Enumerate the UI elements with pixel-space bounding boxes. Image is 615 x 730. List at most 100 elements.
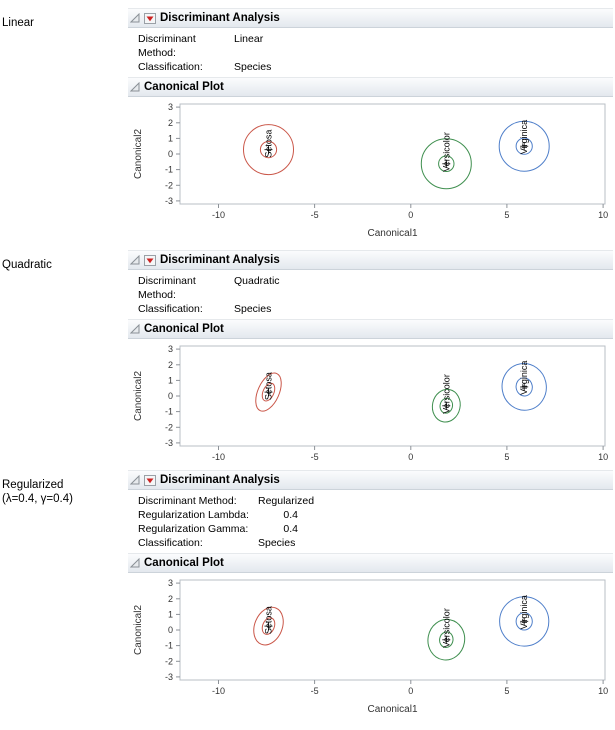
group-mean-plus-marker xyxy=(264,622,273,631)
row-value: Species xyxy=(234,61,272,73)
panel-side-label: Quadratic xyxy=(2,258,124,272)
red-triangle-menu-icon[interactable] xyxy=(144,12,156,24)
disclosure-triangle-icon[interactable] xyxy=(130,255,140,265)
x-tick-label: 0 xyxy=(408,686,413,696)
plot-frame xyxy=(179,579,606,681)
summary-row: Classification: Species xyxy=(138,536,613,550)
panel-side-label-line: Regularized xyxy=(2,479,64,491)
row-label: Discriminant Method: xyxy=(138,495,237,507)
panel-side-label: Linear xyxy=(2,16,124,30)
group-inner-ellipse xyxy=(439,397,454,414)
summary-rows: Discriminant Method: Regularized Regulariz… xyxy=(128,490,613,553)
row-value: Quadratic xyxy=(234,275,280,287)
disclosure-triangle-icon[interactable] xyxy=(130,475,140,485)
x-tick-label: 0 xyxy=(408,452,413,462)
x-tick-label: -10 xyxy=(212,210,225,220)
x-axis-title: Canonical1 xyxy=(367,228,417,239)
y-tick-label: -2 xyxy=(165,180,173,190)
outline-header[interactable]: Discriminant Analysis xyxy=(128,470,613,490)
disclosure-triangle-icon[interactable] xyxy=(130,558,140,568)
group-inner-ellipse xyxy=(515,377,533,397)
group-inner-ellipse xyxy=(515,137,533,155)
row-label: Discriminant Method: xyxy=(138,275,196,301)
x-tick-label: 10 xyxy=(598,210,608,220)
plot-outline-header[interactable]: Canonical Plot xyxy=(128,77,613,97)
canonical-plot-svg[interactable]: -10-505103210-1-2-3Canonical1Canonical2S… xyxy=(128,342,612,483)
group-inner-ellipse xyxy=(261,382,276,402)
panel-side-label-line: (λ=0.4, γ=0.4) xyxy=(2,493,73,506)
group-outer-ellipse xyxy=(243,124,294,176)
y-axis-title: Canonical2 xyxy=(133,371,144,421)
group-outer-ellipse xyxy=(253,606,284,646)
x-tick-label: 5 xyxy=(504,452,509,462)
summary-row: Classification: Species xyxy=(138,302,613,316)
y-tick-label: 0 xyxy=(168,149,173,159)
group-outer-ellipse xyxy=(499,596,550,647)
panel-side-label-line: Linear xyxy=(2,17,34,29)
disclosure-triangle-icon[interactable] xyxy=(130,82,140,92)
summary-rows: Discriminant Method: Linear Classification… xyxy=(128,28,613,77)
y-tick-label: 2 xyxy=(168,594,173,604)
plot-outline-header[interactable]: Canonical Plot xyxy=(128,319,613,339)
x-tick-label: -10 xyxy=(212,686,225,696)
plot-outline-header[interactable]: Canonical Plot xyxy=(128,553,613,573)
group-inner-ellipse xyxy=(438,155,455,173)
group-label: Virginica xyxy=(519,595,529,629)
group-inner-ellipse xyxy=(515,612,533,631)
group-outer-ellipse xyxy=(255,372,282,412)
disclosure-triangle-icon[interactable] xyxy=(130,324,140,334)
group-mean-plus-marker xyxy=(264,145,273,154)
summary-row: Regularization Gamma: 0.4 xyxy=(138,522,613,536)
outline-box: Discriminant Analysis Discriminant Metho… xyxy=(128,470,613,722)
summary-row: Regularization Lambda: 0.4 xyxy=(138,508,613,522)
y-tick-label: 2 xyxy=(168,360,173,370)
plot-frame xyxy=(179,103,606,205)
group-mean-plus-marker xyxy=(520,617,529,626)
y-tick-label: -3 xyxy=(165,672,173,682)
y-tick-label: 1 xyxy=(168,133,173,143)
outline-box: Discriminant Analysis Discriminant Metho… xyxy=(128,250,613,488)
group-inner-ellipse xyxy=(259,141,278,159)
disclosure-triangle-icon[interactable] xyxy=(130,13,140,23)
summary-row: Discriminant Method: Quadratic xyxy=(138,274,613,302)
outline-header[interactable]: Discriminant Analysis xyxy=(128,8,613,28)
outline-box: Discriminant Analysis Discriminant Metho… xyxy=(128,8,613,246)
row-value: Regularized xyxy=(258,495,315,507)
group-mean-plus-marker xyxy=(442,159,451,168)
x-tick-label: -10 xyxy=(212,452,225,462)
group-label: Versicolor xyxy=(441,374,451,414)
y-tick-label: -1 xyxy=(165,641,173,651)
canonical-plot[interactable]: -10-505103210-1-2-3Canonical1Canonical2S… xyxy=(128,339,613,488)
x-tick-label: -5 xyxy=(311,686,319,696)
y-tick-label: -1 xyxy=(165,165,173,175)
y-tick-label: -3 xyxy=(165,438,173,448)
outline-title: Discriminant Analysis xyxy=(160,474,280,486)
x-tick-label: 10 xyxy=(598,452,608,462)
row-value: 0.4 xyxy=(283,509,298,521)
y-tick-label: -2 xyxy=(165,656,173,666)
group-outer-ellipse xyxy=(501,363,547,411)
y-tick-label: 3 xyxy=(168,102,173,112)
discriminant-analysis-panel: Linear Discriminant Analysis Discriminan… xyxy=(0,8,615,246)
red-triangle-menu-icon[interactable] xyxy=(144,474,156,486)
red-triangle-menu-icon[interactable] xyxy=(144,254,156,266)
group-inner-ellipse xyxy=(261,617,276,635)
group-label: Virginica xyxy=(519,120,529,154)
outline-header[interactable]: Discriminant Analysis xyxy=(128,250,613,270)
y-tick-label: -1 xyxy=(165,407,173,417)
group-mean-plus-marker xyxy=(442,401,451,410)
x-tick-label: -5 xyxy=(311,210,319,220)
summary-row: Discriminant Method: Regularized xyxy=(138,494,613,508)
row-value: 0.4 xyxy=(283,523,298,535)
y-axis-title: Canonical2 xyxy=(133,129,144,179)
discriminant-analysis-panel: Quadratic Discriminant Analysis Discrimi… xyxy=(0,250,615,488)
row-value: Species xyxy=(258,537,296,549)
plot-frame xyxy=(179,345,606,447)
discriminant-analysis-panel: Regularized (λ=0.4, γ=0.4) Discriminant A… xyxy=(0,470,615,722)
group-label: Setosa xyxy=(264,606,274,634)
x-tick-label: 5 xyxy=(504,210,509,220)
